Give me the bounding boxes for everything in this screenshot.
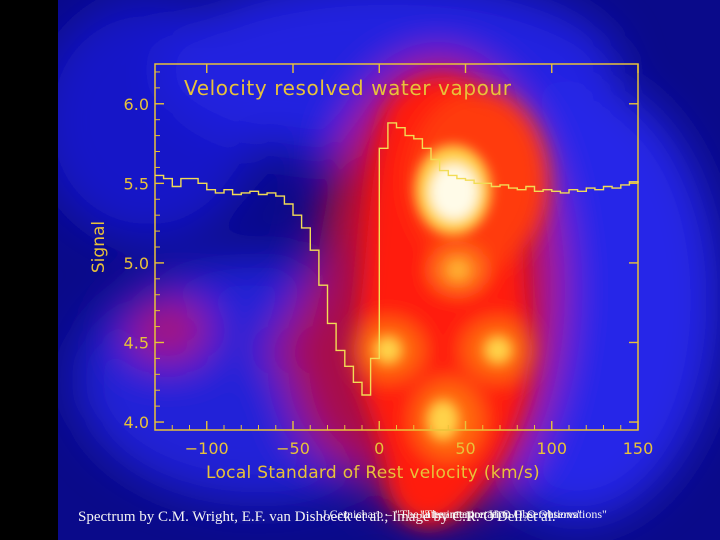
nebula-background-image — [58, 0, 720, 540]
presentation-footer-author: J.Cernicharo – "The interpretation H₂O O… — [322, 507, 582, 521]
y-tick-label: 6.0 — [124, 95, 149, 114]
x-tick-label: −50 — [276, 439, 310, 458]
y-tick-label: 5.0 — [124, 254, 149, 273]
y-tick-label: 4.5 — [124, 333, 149, 352]
x-axis-label: Local Standard of Rest velocity (km/s) — [206, 463, 540, 483]
y-tick-label: 4.0 — [124, 413, 149, 432]
x-tick-label: 150 — [623, 439, 654, 458]
chart-title: Velocity resolved water vapour — [184, 76, 512, 100]
x-tick-label: 100 — [536, 439, 567, 458]
spectrum-series-line — [155, 122, 639, 396]
presentation-footer-title: "The interpretation H₂O Observations" — [420, 507, 607, 521]
plot-axes: −100 −50 0 50 100 150 4.0 4.5 5.0 5.5 6.0 — [124, 63, 654, 458]
y-axis-label: Signal — [89, 221, 109, 273]
slide-caption: Spectrum by C.M. Wright, E.F. van Dishoe… — [0, 507, 720, 537]
x-tick-label: 0 — [374, 439, 384, 458]
x-tick-label: −100 — [185, 439, 229, 458]
velocity-spectrum-chart: −100 −50 0 50 100 150 4.0 4.5 5.0 5.5 6.0 Velocit… — [58, 0, 720, 540]
x-tick-label: 50 — [455, 439, 475, 458]
y-tick-label: 5.5 — [124, 174, 149, 193]
y-axis-ticks: 4.0 4.5 5.0 5.5 6.0 — [124, 71, 638, 432]
image-credit-caption: Spectrum by C.M. Wright, E.F. van Dishoe… — [78, 509, 556, 525]
x-axis-ticks: −100 −50 0 50 100 150 — [154, 64, 654, 458]
figure-panel: −100 −50 0 50 100 150 4.0 4.5 5.0 5.5 6.0 Velocit… — [58, 0, 720, 540]
